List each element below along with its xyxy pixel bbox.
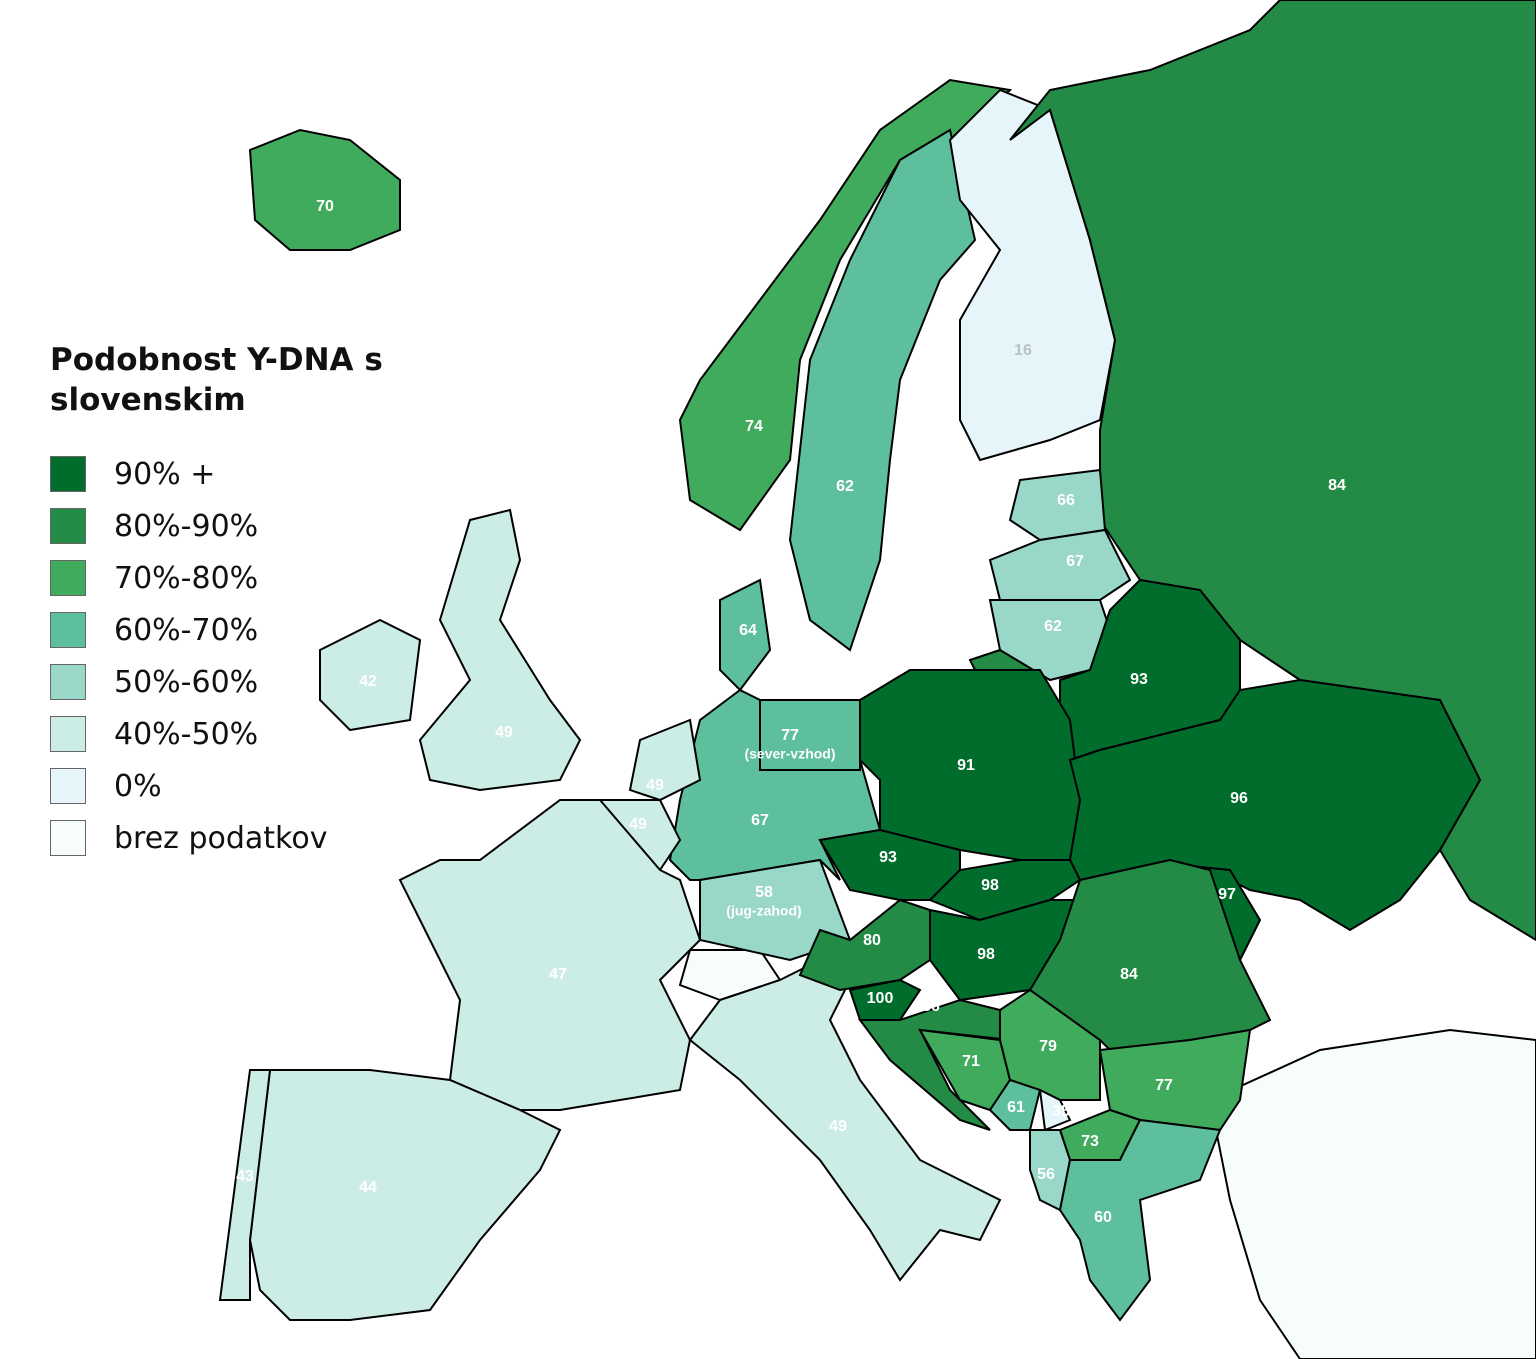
region-note: (jug-zahod) bbox=[726, 903, 801, 919]
region-label: 67 bbox=[1066, 553, 1084, 570]
region-label: 42 bbox=[359, 673, 377, 690]
region bbox=[719, 578, 772, 692]
region-label: 80 bbox=[863, 932, 881, 949]
region-label: 62 bbox=[1044, 618, 1062, 635]
region-label: 49 bbox=[495, 724, 513, 741]
region bbox=[398, 799, 702, 1111]
region bbox=[1038, 1088, 1072, 1132]
region bbox=[248, 128, 401, 251]
region-label: 93 bbox=[1130, 671, 1148, 688]
legend-swatch bbox=[50, 664, 86, 700]
region-label: 64 bbox=[739, 622, 757, 639]
region bbox=[418, 508, 582, 792]
region-label: 70 bbox=[316, 198, 334, 215]
region-label: 60 bbox=[1094, 1209, 1112, 1226]
region-label: 67 bbox=[751, 812, 769, 829]
regions: 70 74 62 16 84 66 67 62 93 91 96 97 67 77 (sever-vzhod… bbox=[218, 0, 1536, 1322]
region-label: 49 bbox=[646, 777, 664, 794]
legend-label: 50%-60% bbox=[114, 664, 259, 700]
region-label: 100 bbox=[867, 990, 894, 1007]
region-label: 47 bbox=[549, 966, 567, 983]
region-label: 73 bbox=[1081, 1133, 1099, 1150]
region-label: 49 bbox=[829, 1118, 847, 1135]
legend-item: 40%-50% bbox=[50, 708, 410, 760]
legend: Podobnost Y-DNA s slovenskim 90% + 80%-90… bbox=[50, 340, 410, 864]
region-label: 49 bbox=[629, 816, 647, 833]
legend-label: 90% + bbox=[114, 456, 216, 492]
region-label: 61 bbox=[1007, 1099, 1025, 1116]
legend-swatch bbox=[50, 716, 86, 752]
legend-items: 90% + 80%-90% 70%-80% 60%-70% 50%-60% 40%-50%… bbox=[50, 448, 410, 864]
region bbox=[788, 128, 977, 652]
legend-item: brez podatkov bbox=[50, 812, 410, 864]
legend-label: 70%-80% bbox=[114, 560, 259, 596]
region-label: 97 bbox=[1218, 886, 1236, 903]
legend-title: Podobnost Y-DNA s slovenskim bbox=[50, 342, 383, 418]
region-label: 56 bbox=[1037, 1166, 1055, 1183]
region-label: 86 bbox=[922, 998, 940, 1015]
legend-swatch bbox=[50, 612, 86, 648]
region-label: 98 bbox=[977, 946, 995, 963]
region-label: 77 bbox=[1155, 1077, 1173, 1094]
region-label: 84 bbox=[1328, 477, 1346, 494]
region bbox=[218, 1069, 272, 1301]
region bbox=[1028, 858, 1272, 1052]
legend-swatch bbox=[50, 456, 86, 492]
region bbox=[1058, 1118, 1222, 1322]
region-label: 93 bbox=[879, 849, 897, 866]
legend-label: 80%-90% bbox=[114, 508, 259, 544]
legend-label: 40%-50% bbox=[114, 716, 259, 752]
legend-item: 80%-90% bbox=[50, 500, 410, 552]
region-label: 66 bbox=[1057, 492, 1075, 509]
region-label: 96 bbox=[1230, 790, 1248, 807]
legend-swatch bbox=[50, 820, 86, 856]
region bbox=[319, 618, 422, 732]
region-label: 44 bbox=[359, 1179, 377, 1196]
region-note: (sever-vzhod) bbox=[744, 746, 835, 762]
legend-swatch bbox=[50, 768, 86, 804]
region-label: 16 bbox=[1014, 342, 1032, 359]
region-label: 62 bbox=[836, 478, 854, 495]
legend-item: 60%-70% bbox=[50, 604, 410, 656]
region bbox=[628, 718, 702, 802]
region bbox=[688, 958, 1002, 1282]
region bbox=[848, 978, 922, 1021]
region-label: 77 bbox=[781, 727, 799, 744]
region-label: 91 bbox=[957, 757, 975, 774]
legend-label: brez podatkov bbox=[114, 820, 328, 856]
region bbox=[248, 1069, 562, 1321]
legend-label: 0% bbox=[114, 768, 162, 804]
region-label: 58 bbox=[755, 884, 773, 901]
legend-item: 50%-60% bbox=[50, 656, 410, 708]
region-label: 98 bbox=[981, 877, 999, 894]
region-label: 43 bbox=[236, 1168, 254, 1185]
legend-label: 60%-70% bbox=[114, 612, 259, 648]
region-label: 74 bbox=[745, 418, 763, 435]
region-label: 71 bbox=[962, 1053, 980, 1070]
region-label: 84 bbox=[1120, 966, 1138, 983]
region bbox=[988, 1078, 1042, 1131]
region-label: 35 bbox=[1052, 1103, 1070, 1120]
legend-item: 0% bbox=[50, 760, 410, 812]
region bbox=[988, 528, 1132, 601]
legend-swatch bbox=[50, 508, 86, 544]
no-data-land bbox=[1208, 1028, 1536, 1359]
legend-item: 70%-80% bbox=[50, 552, 410, 604]
region bbox=[759, 699, 861, 771]
region-label: 79 bbox=[1039, 1038, 1057, 1055]
legend-swatch bbox=[50, 560, 86, 596]
legend-item: 90% + bbox=[50, 448, 410, 500]
